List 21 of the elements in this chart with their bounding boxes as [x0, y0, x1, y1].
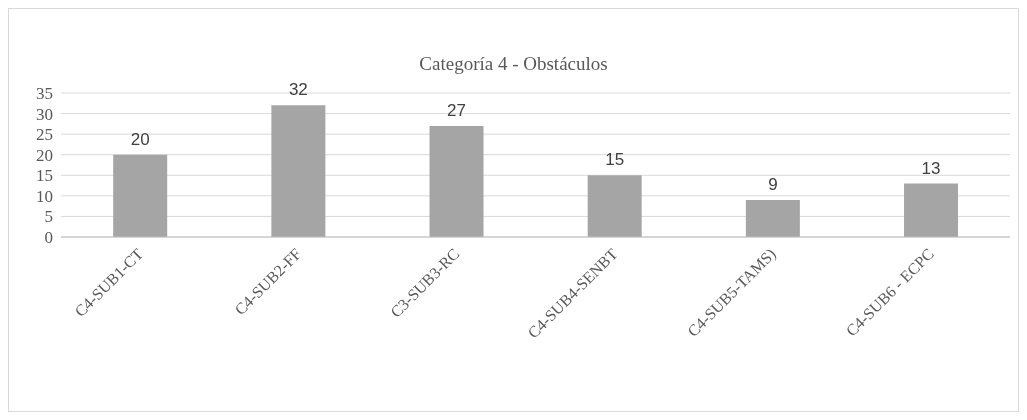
y-tick-label: 10 [36, 186, 53, 206]
bar [904, 183, 959, 237]
data-label: 13 [921, 158, 941, 178]
bar [429, 125, 484, 237]
bar [271, 105, 326, 237]
data-label: 20 [130, 129, 150, 149]
y-tick-label: 5 [44, 207, 53, 227]
y-tick-label: 20 [36, 145, 53, 165]
data-label: 27 [447, 100, 466, 120]
y-tick-label: 15 [36, 166, 53, 186]
y-tick-label: 25 [36, 125, 53, 145]
data-label: 15 [605, 150, 625, 170]
bar [745, 199, 800, 237]
bar [113, 154, 168, 237]
y-tick-label: 35 [36, 84, 53, 104]
data-label: 9 [768, 174, 778, 194]
data-label: 32 [288, 80, 308, 100]
chart-title: Categoría 4 - Obstáculos [418, 53, 609, 75]
y-tick-label: 0 [44, 228, 53, 248]
y-tick-label: 30 [36, 104, 53, 124]
bar [587, 175, 642, 237]
